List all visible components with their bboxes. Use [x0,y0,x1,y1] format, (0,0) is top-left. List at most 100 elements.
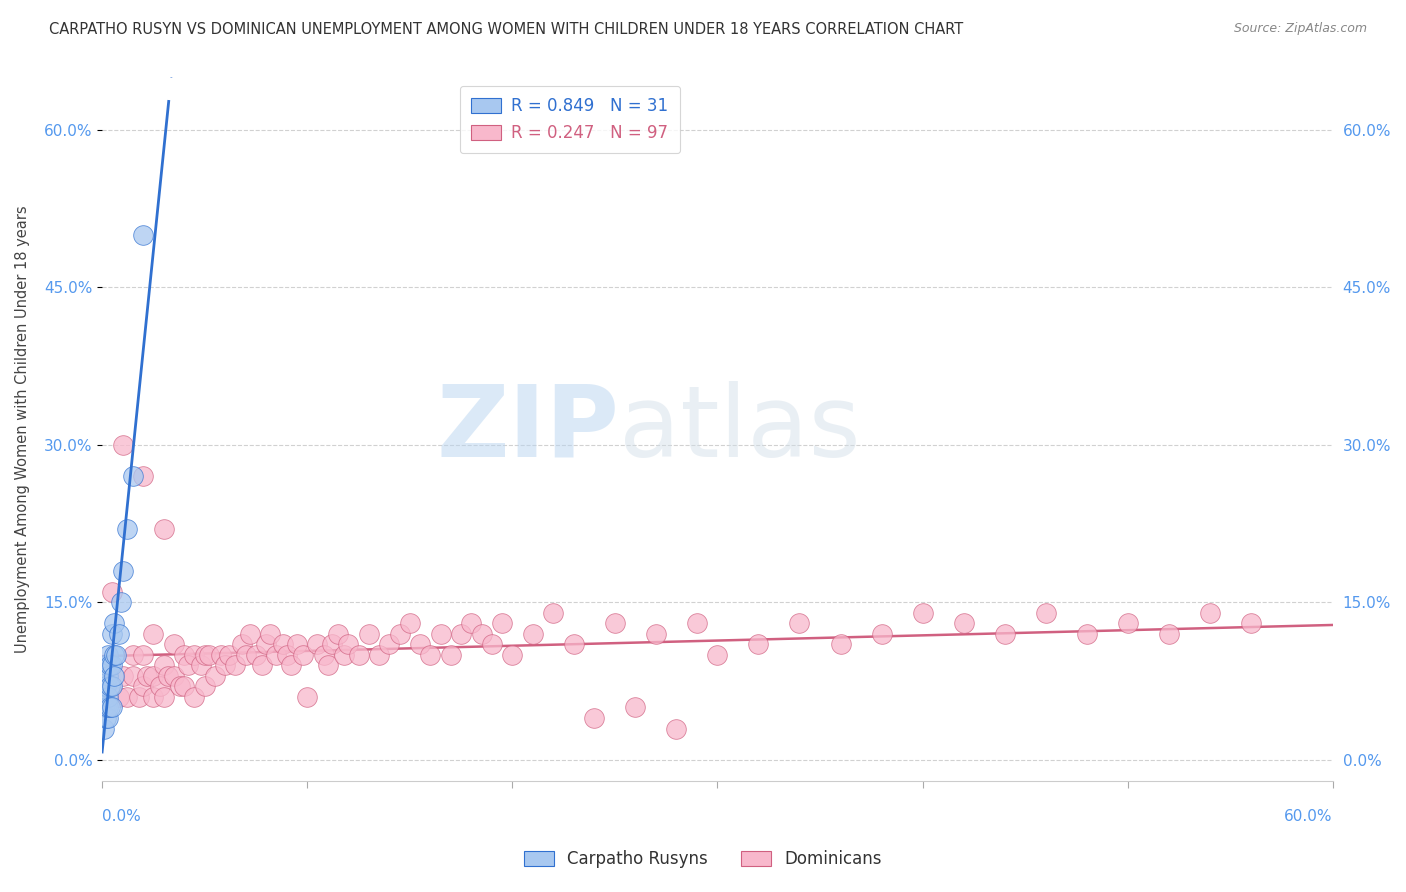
Text: 60.0%: 60.0% [1284,809,1333,824]
Point [347,648,370,662]
Point [177,658,200,673]
Point [603,616,626,631]
Point [543,606,565,620]
Text: atlas: atlas [619,381,860,478]
Point [706,648,728,662]
Text: ZIP: ZIP [436,381,619,478]
Legend: Carpatho Rusyns, Dominicans: Carpatho Rusyns, Dominicans [517,844,889,875]
Point [98,700,121,714]
Text: CARPATHO RUSYN VS DOMINICAN UNEMPLOYMENT AMONG WOMEN WITH CHILDREN UNDER 18 YEAR: CARPATHO RUSYN VS DOMINICAN UNEMPLOYMENT… [49,22,963,37]
Point [96,711,118,725]
Point [1157,627,1180,641]
Text: 0.0%: 0.0% [103,809,141,824]
Point [93,658,115,673]
Point [285,638,308,652]
Point [398,616,420,631]
Point [97,700,120,714]
Point [204,669,226,683]
Point [624,700,647,714]
Point [97,690,120,704]
Point [111,564,134,578]
Point [665,722,688,736]
Point [292,648,315,662]
Point [686,616,709,631]
Point [96,658,118,673]
Point [194,680,217,694]
Point [450,627,472,641]
Point [105,648,128,662]
Point [1198,606,1220,620]
Point [101,585,124,599]
Point [122,669,145,683]
Point [136,669,159,683]
Point [93,680,115,694]
Point [152,690,174,704]
Point [132,680,155,694]
Point [501,648,523,662]
Point [122,648,145,662]
Point [148,680,170,694]
Point [101,680,124,694]
Point [911,606,934,620]
Point [830,638,852,652]
Point [110,595,132,609]
Point [1076,627,1098,641]
Point [326,627,349,641]
Point [460,616,482,631]
Point [378,638,401,652]
Point [183,690,205,704]
Legend: R = 0.849   N = 31, R = 0.247   N = 97: R = 0.849 N = 31, R = 0.247 N = 97 [460,86,681,153]
Point [276,648,298,662]
Point [266,648,288,662]
Point [316,658,339,673]
Point [132,227,155,242]
Point [1240,616,1263,631]
Point [103,616,125,631]
Point [214,658,236,673]
Point [103,669,125,683]
Point [562,638,585,652]
Point [93,722,115,736]
Point [297,690,319,704]
Point [239,627,262,641]
Point [115,522,138,536]
Point [101,627,124,641]
Point [440,648,463,662]
Point [333,648,356,662]
Point [96,700,118,714]
Point [173,648,195,662]
Point [870,627,893,641]
Point [169,680,191,694]
Point [645,627,668,641]
Point [96,680,118,694]
Y-axis label: Unemployment Among Women with Children Under 18 years: Unemployment Among Women with Children U… [15,205,30,653]
Point [163,669,186,683]
Point [97,669,120,683]
Point [122,469,145,483]
Point [250,658,273,673]
Point [101,700,124,714]
Point [419,648,441,662]
Point [190,658,212,673]
Point [218,648,240,662]
Point [224,658,246,673]
Point [152,658,174,673]
Point [429,627,451,641]
Point [747,638,769,652]
Point [245,648,267,662]
Point [409,638,432,652]
Point [312,648,335,662]
Point [152,522,174,536]
Point [337,638,360,652]
Point [271,638,294,652]
Point [111,669,134,683]
Point [388,627,411,641]
Point [481,638,503,652]
Point [173,680,195,694]
Point [491,616,513,631]
Point [307,638,329,652]
Point [235,648,257,662]
Point [197,648,219,662]
Point [280,658,302,673]
Point [103,648,125,662]
